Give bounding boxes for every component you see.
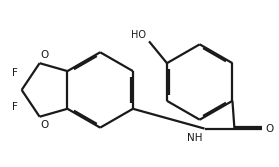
Text: NH: NH bbox=[187, 133, 203, 143]
Text: O: O bbox=[40, 50, 49, 60]
Text: F: F bbox=[12, 68, 18, 78]
Text: O: O bbox=[265, 124, 273, 134]
Text: HO: HO bbox=[131, 30, 146, 40]
Text: F: F bbox=[12, 102, 18, 112]
Text: O: O bbox=[40, 120, 49, 130]
